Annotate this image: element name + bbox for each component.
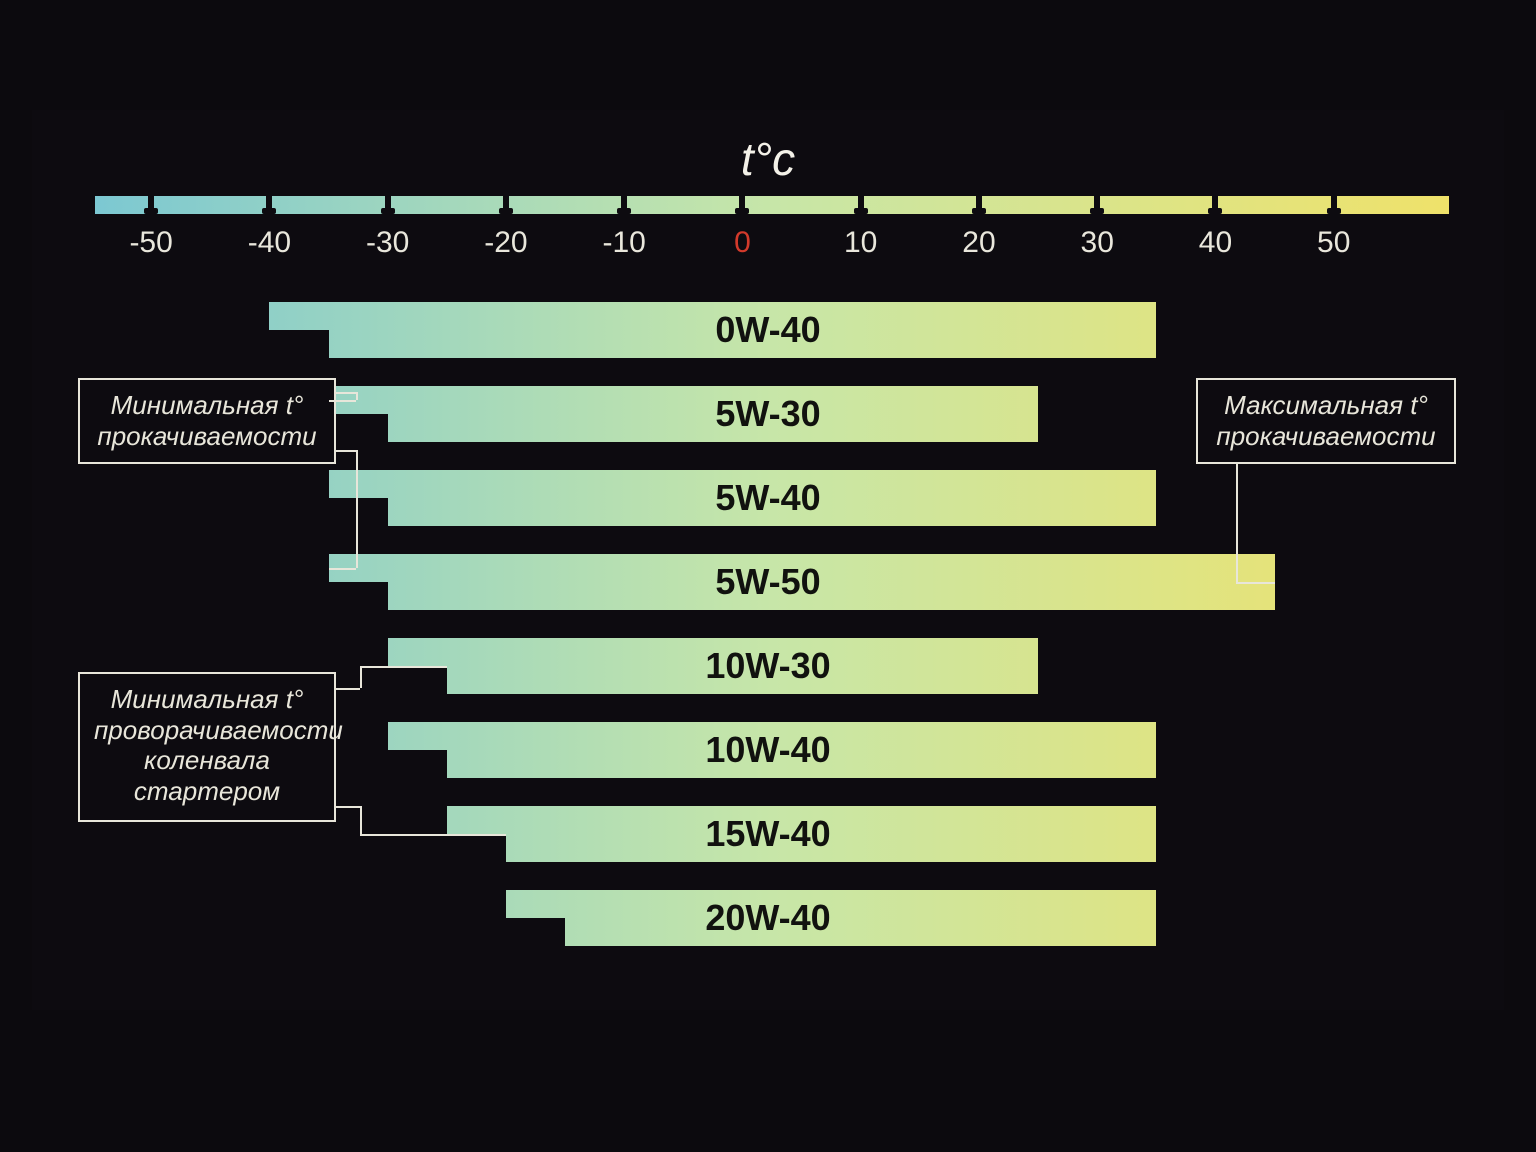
scale-notch bbox=[1327, 208, 1341, 214]
leader-line bbox=[356, 392, 358, 400]
leader-line bbox=[1236, 582, 1275, 584]
tick-label: -30 bbox=[366, 226, 409, 260]
scale-notch bbox=[735, 208, 749, 214]
tick-label: 10 bbox=[844, 226, 877, 260]
oil-bar: 0W-40 bbox=[32, 302, 1504, 358]
scale-segment bbox=[391, 196, 503, 214]
scale-segment bbox=[509, 196, 621, 214]
oil-bar-label: 5W-50 bbox=[32, 554, 1504, 610]
tick-label: -10 bbox=[602, 226, 645, 260]
scale-notch bbox=[262, 208, 276, 214]
tick-label: 0 bbox=[734, 226, 751, 260]
temperature-scale bbox=[92, 196, 1452, 214]
callout-min-crank-temp: Минимальная t°проворачиваемостиколенвала… bbox=[78, 672, 336, 822]
tick-label: 50 bbox=[1317, 226, 1350, 260]
scale-segment bbox=[1337, 196, 1449, 214]
callout-max-pump-temp: Максимальная t°прокачиваемости bbox=[1196, 378, 1456, 464]
tick-label: -40 bbox=[248, 226, 291, 260]
leader-line bbox=[336, 450, 356, 452]
scale-notch bbox=[381, 208, 395, 214]
tick-label: -50 bbox=[129, 226, 172, 260]
scale-segment bbox=[1100, 196, 1212, 214]
scale-notch bbox=[617, 208, 631, 214]
scale-segment bbox=[154, 196, 266, 214]
leader-line bbox=[336, 806, 360, 808]
scale-segment bbox=[627, 196, 739, 214]
leader-line bbox=[356, 450, 358, 568]
oil-bar-label: 0W-40 bbox=[32, 302, 1504, 358]
scale-segment bbox=[95, 196, 148, 214]
leader-line bbox=[329, 568, 356, 570]
leader-line bbox=[329, 400, 356, 402]
oil-bar: 20W-40 bbox=[32, 890, 1504, 946]
leader-line bbox=[336, 392, 356, 394]
oil-bar-label: 5W-40 bbox=[32, 470, 1504, 526]
leader-line bbox=[336, 688, 360, 690]
scale-segment bbox=[864, 196, 976, 214]
scale-notch bbox=[972, 208, 986, 214]
scale-segment bbox=[272, 196, 384, 214]
tick-label: -20 bbox=[484, 226, 527, 260]
chart-title: t°c bbox=[32, 132, 1504, 186]
scale-notch bbox=[499, 208, 513, 214]
scale-segment bbox=[1218, 196, 1330, 214]
leader-line bbox=[1236, 464, 1238, 582]
tick-label: 40 bbox=[1199, 226, 1232, 260]
scale-notch bbox=[1208, 208, 1222, 214]
leader-line bbox=[360, 834, 506, 836]
leader-line bbox=[360, 666, 447, 668]
scale-segment bbox=[745, 196, 857, 214]
scale-notch bbox=[1090, 208, 1104, 214]
leader-line bbox=[360, 666, 362, 688]
scale-segment bbox=[982, 196, 1094, 214]
scale-notch bbox=[854, 208, 868, 214]
oil-bar: 5W-40 bbox=[32, 470, 1504, 526]
leader-line bbox=[360, 806, 362, 834]
scale-notch bbox=[144, 208, 158, 214]
callout-min-pump-temp: Минимальная t°прокачиваемости bbox=[78, 378, 336, 464]
oil-bar-label: 20W-40 bbox=[32, 890, 1504, 946]
tick-label: 20 bbox=[962, 226, 995, 260]
tick-label: 30 bbox=[1081, 226, 1114, 260]
oil-viscosity-chart: t°c -50-40-30-20-1001020304050 0W-405W-3… bbox=[32, 110, 1504, 1010]
oil-bar: 5W-50 bbox=[32, 554, 1504, 610]
